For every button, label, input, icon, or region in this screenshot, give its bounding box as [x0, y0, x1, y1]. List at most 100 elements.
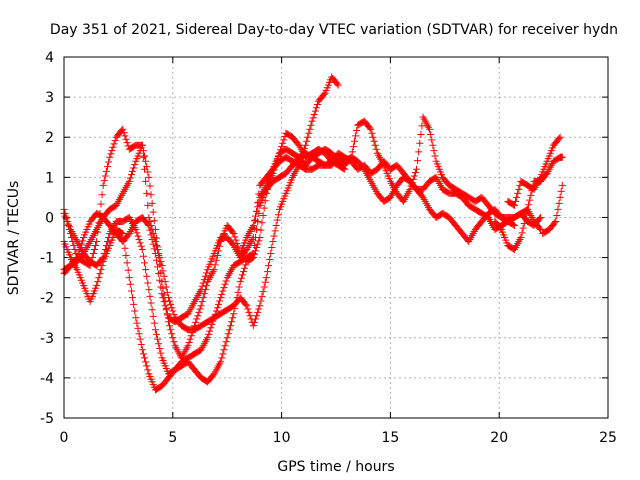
- data-point: [130, 164, 138, 172]
- data-point: [148, 236, 156, 244]
- data-point: [106, 153, 114, 161]
- data-point: [260, 283, 268, 291]
- data-point: [308, 117, 316, 125]
- data-point: [303, 137, 311, 145]
- data-point: [145, 173, 153, 181]
- data-point: [144, 201, 152, 209]
- data-point: [254, 240, 262, 248]
- data-point: [143, 272, 151, 280]
- data-point: [203, 269, 211, 277]
- data-point: [131, 161, 139, 169]
- y-tick-label: 2: [45, 130, 54, 146]
- data-point: [515, 185, 523, 193]
- data-point: [197, 302, 205, 310]
- data-point: [105, 234, 113, 241]
- data-point: [249, 322, 257, 330]
- data-point: [119, 125, 127, 133]
- data-point: [225, 326, 233, 334]
- data-point: [537, 213, 545, 221]
- data-point: [244, 305, 252, 313]
- data-point: [272, 221, 280, 229]
- data-point: [124, 266, 132, 274]
- data-point: [187, 332, 195, 340]
- data-point: [210, 314, 218, 322]
- x-tick-label: 0: [60, 430, 69, 446]
- data-point: [257, 226, 265, 234]
- data-point: [123, 259, 131, 267]
- data-point: [231, 233, 239, 241]
- data-point: [143, 163, 151, 171]
- data-point: [255, 209, 263, 217]
- data-point: [95, 219, 103, 227]
- data-point: [161, 302, 169, 310]
- data-point: [527, 191, 535, 199]
- data-point: [121, 244, 129, 252]
- data-point: [249, 221, 257, 229]
- data-point: [147, 299, 155, 307]
- data-point: [132, 225, 140, 233]
- data-point: [519, 224, 527, 232]
- data-point: [134, 232, 142, 240]
- data-point: [212, 307, 220, 315]
- data-point: [139, 153, 147, 161]
- plot-frame: [63, 56, 609, 419]
- data-point: [147, 231, 155, 239]
- data-point: [557, 187, 565, 195]
- data-point: [129, 167, 137, 175]
- data-point: [302, 141, 310, 149]
- data-point: [348, 148, 356, 156]
- data-point: [368, 129, 376, 137]
- data-point: [125, 274, 133, 282]
- data-point: [199, 279, 207, 287]
- data-point: [259, 288, 267, 296]
- data-point: [158, 290, 166, 298]
- data-point: [258, 292, 266, 300]
- data-point: [307, 121, 315, 129]
- data-point: [96, 270, 104, 278]
- data-point: [246, 312, 254, 320]
- data-point: [155, 270, 163, 278]
- data-point: [267, 250, 275, 258]
- data-point: [253, 225, 261, 233]
- data-point: [154, 263, 162, 271]
- data-point: [152, 234, 160, 242]
- data-point: [104, 238, 112, 246]
- data-point: [558, 153, 566, 161]
- data-point: [213, 304, 221, 312]
- data-point: [149, 208, 157, 216]
- data-point: [372, 145, 380, 153]
- data-point: [310, 110, 318, 118]
- data-point: [138, 246, 146, 254]
- data-point: [251, 315, 259, 323]
- data-point: [518, 229, 526, 237]
- data-point: [147, 191, 155, 199]
- data-point: [311, 107, 319, 115]
- data-point: [135, 330, 143, 338]
- data-point: [520, 219, 528, 227]
- data-point: [199, 294, 207, 302]
- data-point: [237, 274, 245, 282]
- x-tick-label: 15: [381, 430, 399, 446]
- data-point: [152, 330, 160, 338]
- data-point: [97, 266, 105, 274]
- data-point: [136, 335, 144, 343]
- y-tick-label: -4: [40, 371, 54, 387]
- data-point: [163, 310, 171, 318]
- data-point: [131, 307, 139, 315]
- data-point: [214, 300, 222, 308]
- data-point: [259, 211, 267, 219]
- data-point: [100, 250, 108, 258]
- data-point: [170, 338, 178, 346]
- data-point: [132, 314, 140, 322]
- data-point: [211, 310, 219, 318]
- data-point: [535, 215, 543, 223]
- data-point: [535, 224, 543, 232]
- data-point: [166, 297, 174, 305]
- data-point: [144, 366, 152, 374]
- data-point: [240, 268, 248, 276]
- data-point: [309, 114, 317, 122]
- data-point: [73, 254, 81, 262]
- data-point: [139, 252, 147, 260]
- data-point: [218, 354, 226, 362]
- data-point: [126, 280, 134, 288]
